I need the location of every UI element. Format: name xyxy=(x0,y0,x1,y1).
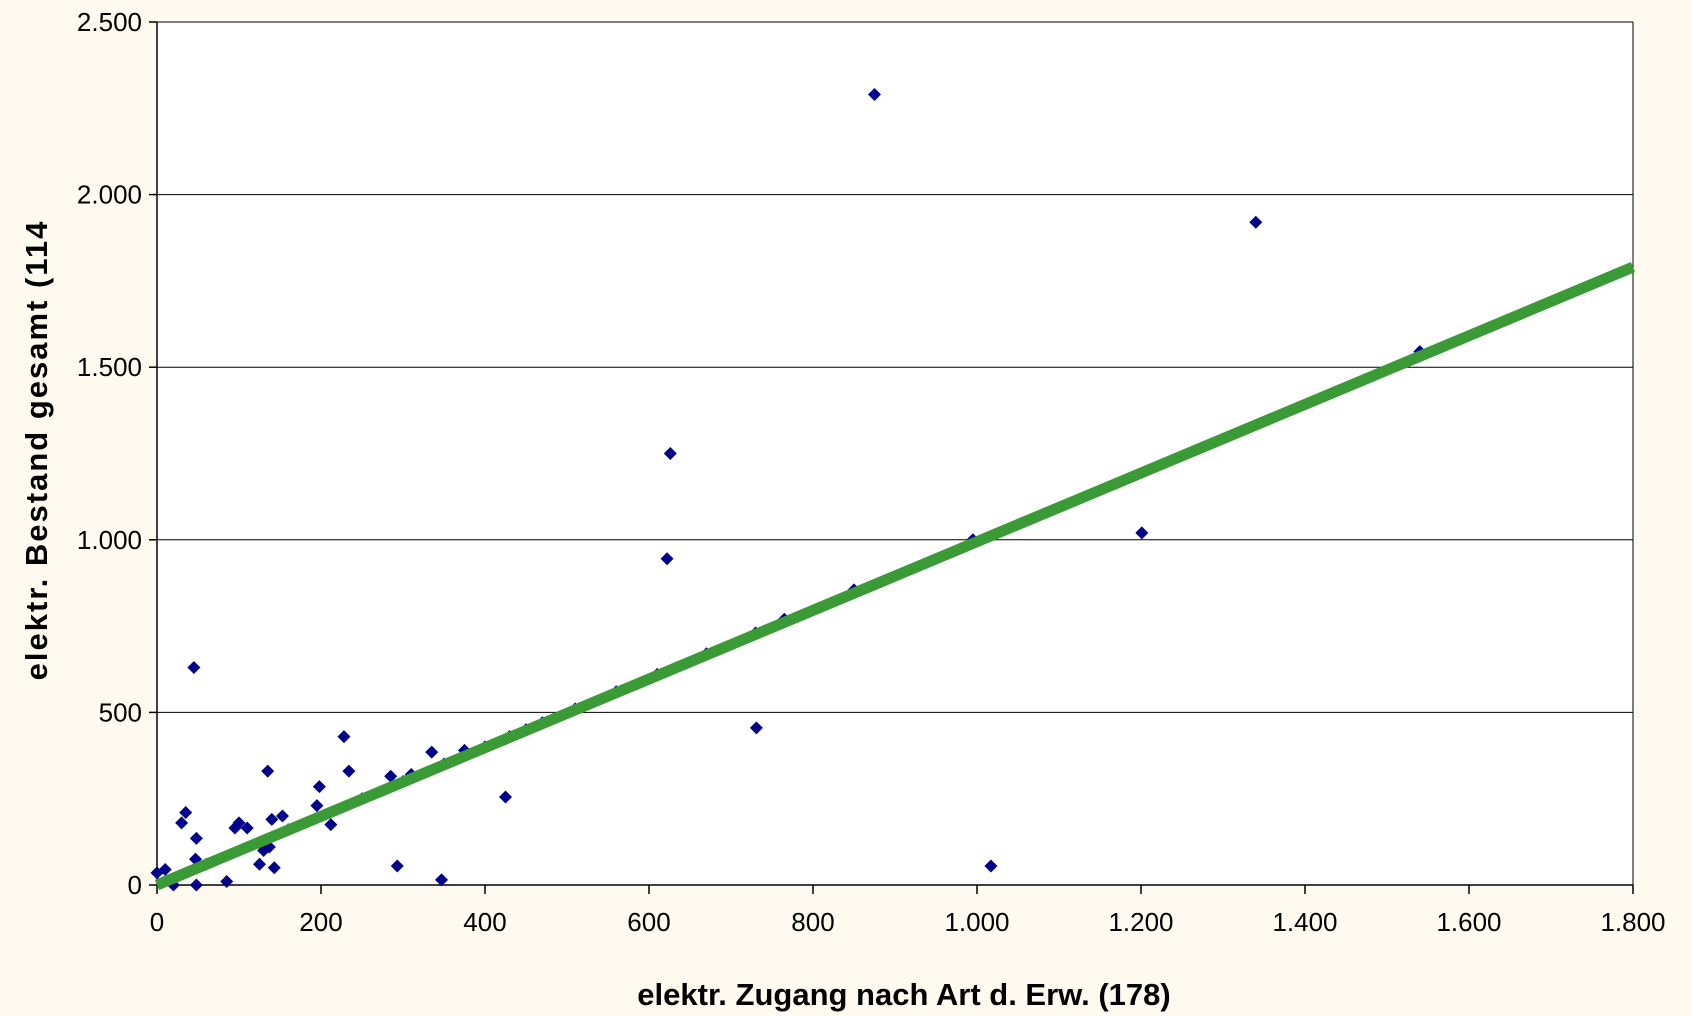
data-point xyxy=(425,745,439,759)
data-point xyxy=(261,764,275,778)
gridlines xyxy=(149,21,1634,894)
x-tick-label: 600 xyxy=(627,907,670,937)
data-point xyxy=(1249,215,1263,229)
y-tick-labels: 0 500 1.000 1.500 2.000 2.500 xyxy=(77,7,142,900)
x-tick-label: 400 xyxy=(463,907,506,937)
data-point xyxy=(337,730,351,744)
data-point xyxy=(265,812,279,826)
data-point xyxy=(749,721,763,735)
data-point xyxy=(1135,526,1149,540)
data-point xyxy=(435,873,449,887)
data-point xyxy=(660,552,674,566)
data-point xyxy=(312,780,326,794)
data-point xyxy=(189,831,203,845)
data-point xyxy=(267,861,281,875)
data-point xyxy=(663,447,677,460)
data-point xyxy=(310,799,324,813)
data-point xyxy=(499,790,512,804)
data-point xyxy=(240,821,254,835)
data-point xyxy=(187,661,201,675)
trendline xyxy=(154,262,1636,891)
x-tick-label: 1.000 xyxy=(944,907,1009,937)
y-tick-label: 2.500 xyxy=(77,7,142,37)
y-tick-label: 2.000 xyxy=(77,180,142,210)
data-point xyxy=(158,862,172,876)
x-tick-label: 1.200 xyxy=(1108,907,1173,937)
y-tick-label: 1.500 xyxy=(77,352,142,382)
trendline-group xyxy=(154,262,1636,891)
data-point xyxy=(868,87,881,101)
x-axis-title: elektr. Zugang nach Art d. Erw. (178) xyxy=(637,977,1170,1012)
x-tick-label: 1.400 xyxy=(1272,907,1337,937)
data-point xyxy=(189,878,203,892)
data-point xyxy=(275,809,289,823)
y-tick-label: 500 xyxy=(99,697,142,727)
y-tick-label: 0 xyxy=(128,870,142,900)
x-tick-label: 0 xyxy=(150,907,164,937)
data-point xyxy=(984,859,998,873)
x-tick-labels: 0 200 400 600 800 1.000 1.200 1.400 1.600 1.800 xyxy=(150,907,1666,937)
data-point xyxy=(220,875,234,889)
plot-area xyxy=(157,22,1633,885)
data-point xyxy=(342,764,356,778)
data-point xyxy=(253,857,266,871)
axes xyxy=(156,22,1634,886)
data-point xyxy=(175,816,189,830)
x-tick-label: 1.800 xyxy=(1600,907,1665,937)
y-axis-title: elektr. Bestand gesamt (114 xyxy=(19,220,54,681)
y-tick-label: 1.000 xyxy=(77,525,142,555)
data-point xyxy=(232,816,246,830)
x-tick-label: 800 xyxy=(791,907,834,937)
data-point xyxy=(179,806,193,820)
x-tick-label: 1.600 xyxy=(1436,907,1501,937)
data-point xyxy=(390,859,404,873)
data-point xyxy=(324,818,338,832)
data-point xyxy=(384,769,398,783)
x-tick-label: 200 xyxy=(299,907,342,937)
